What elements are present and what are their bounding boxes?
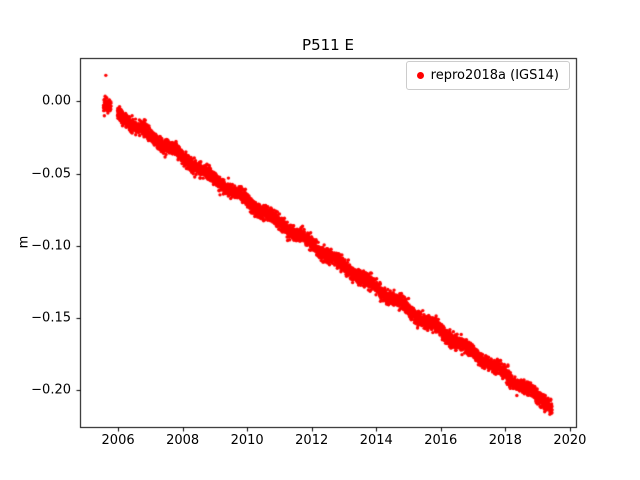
y-tick-label: −0.15 — [31, 310, 71, 326]
y-tick-label: 0.00 — [42, 93, 71, 109]
x-tick-label: 2018 — [488, 433, 522, 448]
legend-dot-icon — [416, 72, 424, 79]
y-tick-label: −0.20 — [31, 382, 71, 398]
x-tick-label: 2006 — [101, 433, 135, 448]
x-tick-label: 2016 — [424, 433, 458, 448]
y-tick-label: −0.05 — [31, 166, 71, 182]
x-tick-label: 2012 — [295, 433, 329, 448]
legend-label: repro2018a (IGS14) — [430, 68, 559, 83]
x-tick-label: 2020 — [553, 433, 587, 448]
x-tick-label: 2010 — [230, 433, 264, 448]
x-tick-label: 2008 — [166, 433, 200, 448]
y-tick-label: −0.10 — [31, 238, 71, 254]
chart-title: P511 E — [302, 36, 354, 54]
y-axis-label: m — [16, 235, 32, 249]
x-tick-label: 2014 — [359, 433, 393, 448]
legend: repro2018a (IGS14) — [405, 61, 570, 90]
